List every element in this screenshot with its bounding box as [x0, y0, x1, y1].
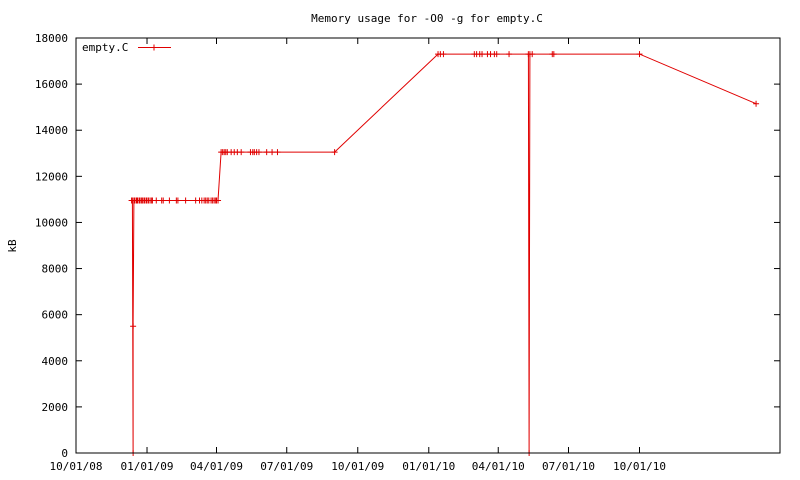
y-tick-label: 14000	[35, 124, 68, 137]
x-tick-label: 01/01/10	[402, 460, 455, 473]
legend-label: empty.C	[82, 41, 128, 54]
data-point-marker	[529, 51, 536, 58]
data-point-marker	[269, 149, 276, 156]
data-point-marker	[166, 197, 173, 204]
data-point-marker	[274, 149, 281, 156]
x-tick-label: 10/01/09	[331, 460, 384, 473]
data-point-marker	[331, 149, 338, 156]
data-point-marker	[160, 197, 167, 204]
y-tick-label: 18000	[35, 32, 68, 45]
y-tick-label: 12000	[35, 170, 68, 183]
data-point-marker	[215, 197, 222, 204]
data-point-marker	[182, 197, 189, 204]
data-point-marker	[753, 100, 760, 107]
data-point-marker	[153, 197, 160, 204]
y-tick-label: 4000	[42, 355, 69, 368]
legend: empty.C	[82, 41, 171, 54]
legend-marker	[151, 44, 157, 51]
data-point-marker	[493, 51, 500, 58]
x-tick-label: 10/01/08	[50, 460, 103, 473]
data-point-marker	[636, 51, 643, 58]
y-tick-label: 0	[61, 447, 68, 460]
x-axis-ticks: 10/01/08 01/01/09 04/01/09 07/01/09 10/01/09…	[50, 38, 666, 473]
x-tick-label: 04/01/10	[472, 460, 525, 473]
x-tick-label: 07/01/09	[260, 460, 313, 473]
data-point-marker	[263, 149, 270, 156]
x-tick-label: 01/01/09	[121, 460, 174, 473]
data-point-marker	[255, 149, 262, 156]
data-point-marker	[550, 51, 557, 58]
data-point-marker	[174, 197, 181, 204]
x-tick-label: 07/01/10	[542, 460, 595, 473]
series-line	[131, 53, 757, 454]
y-tick-label: 6000	[42, 309, 69, 322]
x-tick-label: 10/01/10	[613, 460, 666, 473]
data-point-marker	[440, 51, 447, 58]
y-tick-label: 8000	[42, 263, 69, 276]
chart-title: Memory usage for -O0 -g for empty.C	[311, 12, 543, 25]
data-point-marker	[506, 51, 513, 58]
data-point-marker	[479, 51, 486, 58]
data-point-marker	[238, 149, 245, 156]
plot-area-border	[75, 37, 781, 454]
data-point-marker	[130, 323, 137, 330]
y-tick-label: 2000	[42, 401, 69, 414]
series-layer	[128, 51, 760, 456]
x-tick-label: 04/01/09	[190, 460, 243, 473]
y-tick-label: 16000	[35, 78, 68, 91]
y-tick-label: 10000	[35, 216, 68, 229]
y-axis-ticks: 0 2000 4000 6000 8000 10000 12000 14000 16000 180…	[35, 32, 780, 460]
y-axis-label: kB	[6, 239, 19, 253]
